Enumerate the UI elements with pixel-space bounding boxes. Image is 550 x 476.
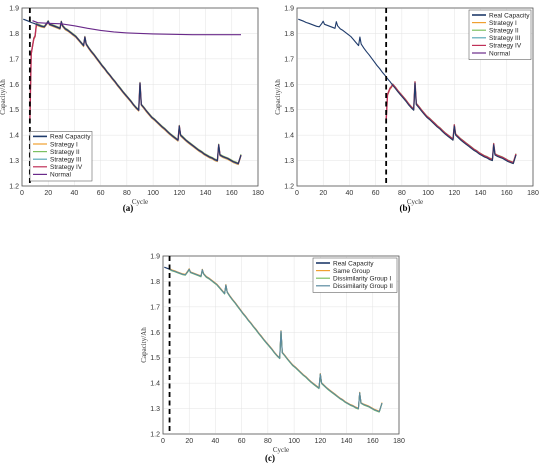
legend-label: Real Capacity bbox=[333, 260, 374, 267]
x-tick-label: 160 bbox=[226, 190, 238, 197]
x-tick-label: 40 bbox=[346, 190, 354, 197]
y-tick-label: 1.6 bbox=[150, 330, 160, 337]
legend-label: Strategy IV bbox=[50, 164, 83, 171]
x-tick-label: 80 bbox=[264, 438, 272, 445]
y-axis-label: Capacity/Ah bbox=[274, 79, 282, 115]
y-axis-label: Capacity/Ah bbox=[140, 327, 148, 363]
legend-label: Strategy II bbox=[489, 28, 519, 35]
plot-frame bbox=[21, 7, 259, 187]
y-tick-label: 1.5 bbox=[284, 107, 294, 114]
series-strategy-4 bbox=[385, 81, 517, 164]
x-tick-label: 0 bbox=[161, 438, 165, 445]
x-tick-label: 80 bbox=[123, 190, 131, 197]
y-tick-label: 1.6 bbox=[9, 82, 19, 89]
y-tick-label: 1.2 bbox=[150, 432, 160, 439]
x-tick-label: 60 bbox=[97, 190, 105, 197]
y-tick-label: 1.4 bbox=[150, 381, 160, 388]
legend-label: Strategy I bbox=[489, 20, 517, 27]
panel-caption: (b) bbox=[400, 203, 411, 213]
y-tick-label: 1.8 bbox=[284, 31, 294, 38]
legend-label: Real Capacity bbox=[489, 12, 530, 19]
series-normal bbox=[32, 20, 241, 36]
panel-caption: (c) bbox=[265, 453, 275, 463]
legend-box bbox=[29, 131, 93, 182]
x-tick-label: 100 bbox=[288, 438, 300, 445]
legend-label: Strategy I bbox=[50, 141, 78, 148]
plot-frame bbox=[162, 255, 400, 435]
y-tick-label: 1.8 bbox=[150, 279, 160, 286]
x-tick-label: 100 bbox=[422, 190, 434, 197]
y-tick-label: 1.9 bbox=[284, 6, 294, 13]
x-tick-label: 20 bbox=[319, 190, 327, 197]
x-tick-label: 140 bbox=[200, 190, 212, 197]
y-tick-label: 1.2 bbox=[284, 184, 294, 191]
legend-box bbox=[468, 9, 532, 60]
legend-label: Strategy II bbox=[50, 149, 80, 156]
x-tick-label: 180 bbox=[393, 438, 405, 445]
x-tick-label: 140 bbox=[341, 438, 353, 445]
x-tick-label: 120 bbox=[448, 190, 460, 197]
y-tick-label: 1.3 bbox=[284, 158, 294, 165]
y-tick-label: 1.7 bbox=[9, 56, 19, 63]
y-tick-label: 1.5 bbox=[9, 107, 19, 114]
x-tick-label: 180 bbox=[252, 190, 264, 197]
y-tick-label: 1.3 bbox=[150, 406, 160, 413]
x-tick-label: 80 bbox=[398, 190, 406, 197]
legend-label: Strategy III bbox=[50, 157, 82, 164]
legend-label: Real Capacity bbox=[50, 134, 91, 141]
series-dissimilarity-2 bbox=[169, 268, 383, 413]
x-tick-label: 20 bbox=[44, 190, 52, 197]
x-tick-label: 40 bbox=[212, 438, 220, 445]
y-tick-label: 1.5 bbox=[150, 355, 160, 362]
y-tick-label: 1.8 bbox=[9, 31, 19, 38]
legend-label: Same Group bbox=[333, 268, 370, 275]
chart-panel-1: 0 20 40 60 80 100 120 140 160 180 1.2 1.3 1.4 1.5 1.6 1… bbox=[0, 6, 264, 214]
series-real-capacity bbox=[23, 18, 242, 165]
y-tick-label: 1.9 bbox=[150, 254, 160, 261]
x-tick-label: 180 bbox=[527, 190, 539, 197]
x-tick-label: 0 bbox=[295, 190, 299, 197]
x-tick-label: 60 bbox=[238, 438, 246, 445]
y-tick-label: 1.4 bbox=[284, 133, 294, 140]
x-axis-label: Cycle bbox=[132, 198, 148, 206]
x-tick-label: 120 bbox=[173, 190, 185, 197]
y-tick-label: 1.4 bbox=[9, 133, 19, 140]
legend-label: Normal bbox=[50, 172, 72, 179]
x-tick-label: 0 bbox=[20, 190, 24, 197]
series-real-capacity bbox=[298, 18, 517, 165]
y-tick-label: 1.9 bbox=[9, 6, 19, 13]
legend-label: Dissimilarity Group I bbox=[333, 276, 391, 283]
legend-label: Dissimilarity Group II bbox=[333, 283, 393, 290]
x-tick-label: 160 bbox=[367, 438, 379, 445]
x-tick-label: 100 bbox=[147, 190, 159, 197]
y-tick-label: 1.7 bbox=[150, 304, 160, 311]
legend-label: Strategy IV bbox=[489, 43, 522, 50]
legend-label: Normal bbox=[489, 50, 511, 57]
y-tick-label: 1.7 bbox=[284, 56, 294, 63]
plot-frame bbox=[296, 7, 534, 187]
y-axis-label: Capacity/Ah bbox=[0, 79, 7, 115]
x-tick-label: 120 bbox=[314, 438, 326, 445]
x-tick-label: 160 bbox=[501, 190, 513, 197]
x-tick-label: 140 bbox=[475, 190, 487, 197]
chart-panel-2: 0 20 40 60 80 100 120 140 160 180 1.2 1.3 1.4 1.5 1.6 1… bbox=[274, 6, 539, 214]
y-tick-label: 1.2 bbox=[9, 184, 19, 191]
y-tick-label: 1.3 bbox=[9, 158, 19, 165]
y-tick-label: 1.6 bbox=[284, 82, 294, 89]
x-axis-label: Cycle bbox=[273, 446, 289, 454]
x-tick-label: 60 bbox=[372, 190, 380, 197]
legend-label: Strategy III bbox=[489, 35, 521, 42]
x-tick-label: 20 bbox=[185, 438, 193, 445]
x-tick-label: 40 bbox=[71, 190, 79, 197]
x-axis-label: Cycle bbox=[407, 198, 423, 206]
chart-panel-3: 0 20 40 60 80 100 120 140 160 180 1.2 1.3 1.4 1.5 1.6 1… bbox=[140, 254, 405, 464]
panel-caption: (a) bbox=[123, 203, 134, 213]
